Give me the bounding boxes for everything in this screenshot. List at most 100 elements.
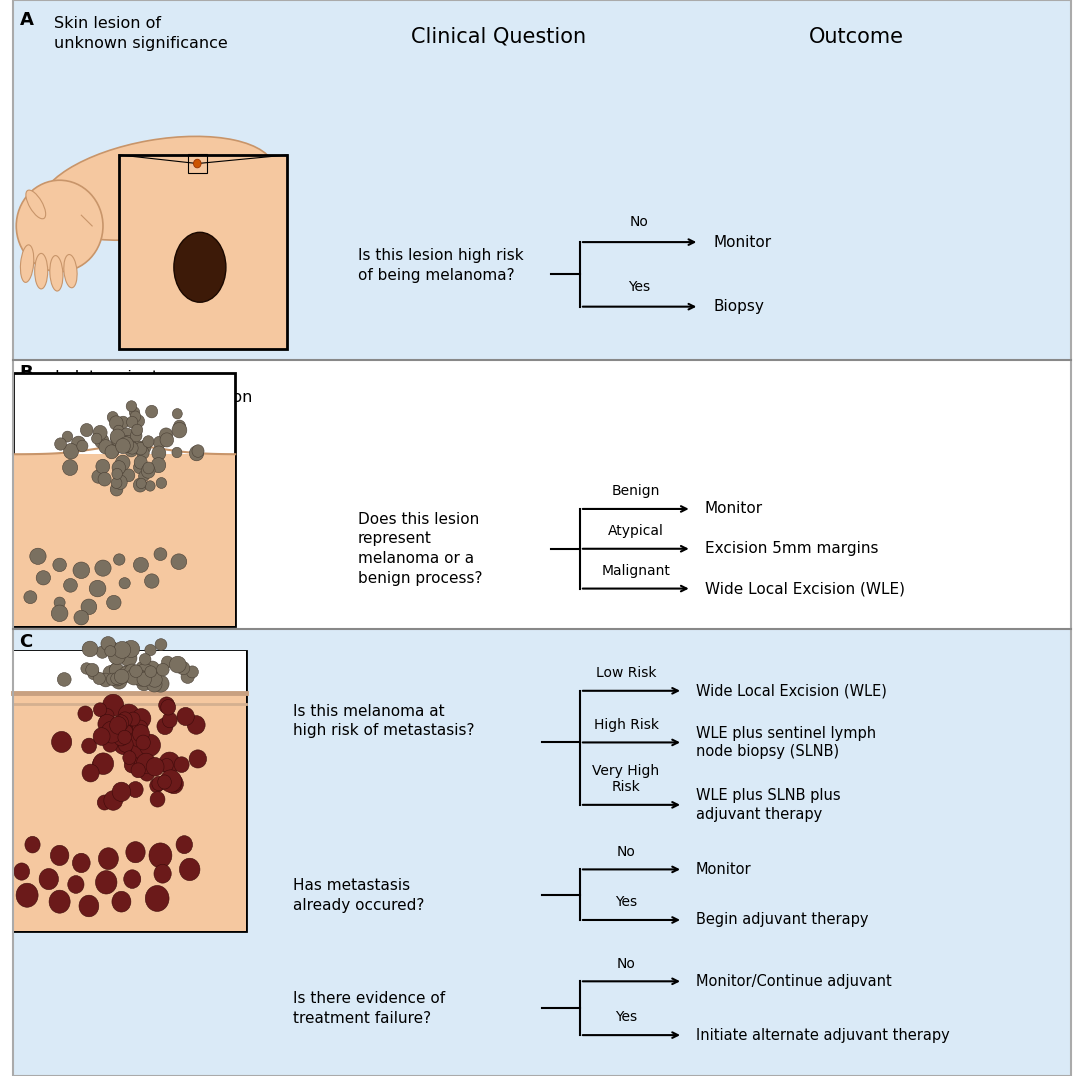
Ellipse shape xyxy=(152,445,166,461)
Ellipse shape xyxy=(153,436,166,449)
Ellipse shape xyxy=(159,428,172,441)
Ellipse shape xyxy=(80,424,93,437)
Ellipse shape xyxy=(81,663,92,675)
Ellipse shape xyxy=(108,648,126,665)
Ellipse shape xyxy=(114,435,126,447)
Ellipse shape xyxy=(143,462,154,473)
Ellipse shape xyxy=(51,605,68,622)
Ellipse shape xyxy=(154,864,171,883)
Text: Benign: Benign xyxy=(611,484,660,498)
Ellipse shape xyxy=(122,469,134,482)
Text: Yes: Yes xyxy=(615,895,637,909)
Ellipse shape xyxy=(93,672,105,684)
Ellipse shape xyxy=(128,723,144,740)
Ellipse shape xyxy=(160,759,173,773)
Ellipse shape xyxy=(118,437,133,452)
Ellipse shape xyxy=(117,416,129,428)
Bar xyxy=(119,155,287,349)
Ellipse shape xyxy=(131,738,151,759)
Ellipse shape xyxy=(99,440,113,454)
Ellipse shape xyxy=(113,425,124,437)
Ellipse shape xyxy=(137,676,152,691)
Ellipse shape xyxy=(127,442,138,454)
Ellipse shape xyxy=(106,674,118,685)
Ellipse shape xyxy=(77,440,88,452)
Bar xyxy=(13,373,235,626)
Text: A: A xyxy=(20,11,34,29)
Ellipse shape xyxy=(68,876,83,893)
Ellipse shape xyxy=(147,672,163,688)
Ellipse shape xyxy=(82,641,98,656)
Ellipse shape xyxy=(50,256,63,291)
Ellipse shape xyxy=(152,457,166,472)
Ellipse shape xyxy=(116,438,130,454)
Ellipse shape xyxy=(98,714,116,734)
Ellipse shape xyxy=(98,795,112,810)
Text: No: No xyxy=(630,215,649,229)
Ellipse shape xyxy=(131,735,150,754)
Bar xyxy=(13,0,1071,360)
Ellipse shape xyxy=(111,483,122,496)
Ellipse shape xyxy=(120,436,131,447)
Ellipse shape xyxy=(152,676,169,692)
Ellipse shape xyxy=(117,724,133,741)
Ellipse shape xyxy=(125,756,140,773)
Bar xyxy=(188,154,207,173)
Ellipse shape xyxy=(126,400,137,412)
Ellipse shape xyxy=(125,440,134,451)
Ellipse shape xyxy=(145,666,156,678)
Ellipse shape xyxy=(177,707,194,725)
Text: Outcome: Outcome xyxy=(809,27,904,47)
Ellipse shape xyxy=(94,560,112,577)
Ellipse shape xyxy=(114,716,136,738)
Ellipse shape xyxy=(100,708,114,723)
Ellipse shape xyxy=(130,730,147,747)
Ellipse shape xyxy=(101,637,115,651)
Ellipse shape xyxy=(125,664,140,680)
Text: Initiate alternate adjuvant therapy: Initiate alternate adjuvant therapy xyxy=(696,1028,950,1043)
Text: Monitor: Monitor xyxy=(713,235,772,250)
Ellipse shape xyxy=(112,674,127,689)
Ellipse shape xyxy=(121,666,132,677)
Ellipse shape xyxy=(140,765,155,781)
Ellipse shape xyxy=(168,778,181,792)
Ellipse shape xyxy=(73,853,90,873)
Ellipse shape xyxy=(126,841,145,863)
Ellipse shape xyxy=(127,416,138,428)
Text: Low Risk: Low Risk xyxy=(596,666,656,680)
Ellipse shape xyxy=(63,459,78,476)
Ellipse shape xyxy=(124,437,137,451)
Text: Indeterminate
Melanocytic Proliferation: Indeterminate Melanocytic Proliferation xyxy=(54,370,253,405)
Ellipse shape xyxy=(139,671,151,683)
Text: Yes: Yes xyxy=(615,1010,637,1024)
Ellipse shape xyxy=(136,666,152,683)
Ellipse shape xyxy=(159,752,180,774)
Text: Histologic
Melanoma: Histologic Melanoma xyxy=(54,651,138,685)
Text: Very High
Risk: Very High Risk xyxy=(593,764,659,794)
Ellipse shape xyxy=(73,562,90,579)
Ellipse shape xyxy=(78,706,93,721)
Ellipse shape xyxy=(62,431,73,442)
Ellipse shape xyxy=(112,468,122,480)
Ellipse shape xyxy=(140,669,153,682)
Ellipse shape xyxy=(190,445,204,461)
Ellipse shape xyxy=(99,674,113,686)
Ellipse shape xyxy=(145,406,157,417)
Ellipse shape xyxy=(49,890,70,914)
Ellipse shape xyxy=(122,640,140,657)
Ellipse shape xyxy=(137,753,156,774)
Ellipse shape xyxy=(154,548,167,561)
Ellipse shape xyxy=(137,447,150,459)
Text: Is there evidence of
treatment failure?: Is there evidence of treatment failure? xyxy=(293,991,444,1025)
Ellipse shape xyxy=(103,736,118,752)
Ellipse shape xyxy=(133,670,150,686)
Ellipse shape xyxy=(29,548,47,565)
Ellipse shape xyxy=(121,436,136,451)
Ellipse shape xyxy=(129,407,140,417)
Text: Is this lesion high risk
of being melanoma?: Is this lesion high risk of being melano… xyxy=(358,249,524,283)
Ellipse shape xyxy=(118,731,131,745)
Ellipse shape xyxy=(133,557,149,572)
Text: Skin lesion of
unknown significance: Skin lesion of unknown significance xyxy=(54,16,228,51)
Text: Atypical: Atypical xyxy=(608,524,663,538)
Ellipse shape xyxy=(93,753,114,775)
